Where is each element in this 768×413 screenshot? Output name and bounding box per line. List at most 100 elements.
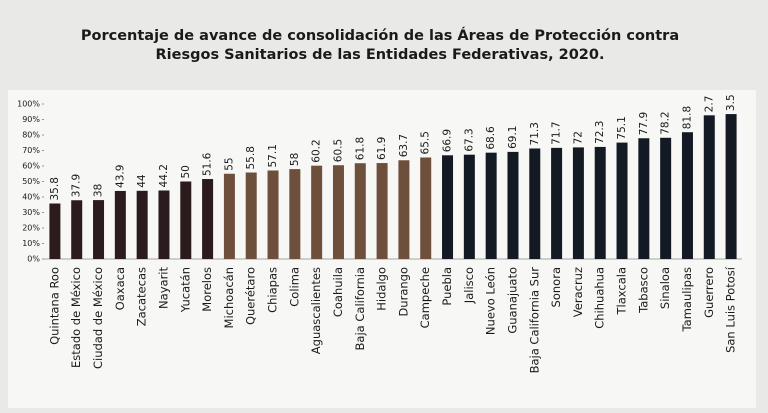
bar — [463, 154, 475, 259]
y-tick-label: 80% — [22, 131, 40, 140]
x-tick-label: Morelos — [200, 267, 214, 312]
value-label: 75.1 — [616, 116, 628, 139]
bar — [180, 181, 192, 259]
bar — [529, 148, 541, 259]
value-label: 2.7 — [703, 96, 715, 113]
bar — [332, 165, 344, 259]
bar — [223, 173, 235, 259]
bar — [398, 160, 410, 259]
y-tick-label: 10% — [22, 239, 40, 248]
bar — [725, 114, 737, 259]
value-label: 81.8 — [681, 106, 693, 129]
y-tick-label: 20% — [22, 224, 40, 233]
x-tick-label: Zacatecas — [135, 267, 149, 326]
bar — [354, 163, 366, 259]
value-label: 57.1 — [267, 144, 279, 167]
x-tick-label: Tlaxcala — [615, 267, 629, 315]
x-tick-label: Guerrero — [702, 267, 716, 318]
value-label: 60.2 — [311, 139, 323, 162]
value-label: 43.9 — [114, 165, 126, 188]
value-label: 35.8 — [49, 177, 61, 200]
value-label: 65.5 — [420, 131, 432, 154]
value-label: 63.7 — [398, 134, 410, 157]
x-tick-label: Puebla — [440, 267, 454, 306]
y-tick-label: 30% — [22, 208, 40, 217]
chart-title: Riesgos Sanitarios de las Entidades Fede… — [156, 47, 605, 63]
y-tick-label: 90% — [22, 115, 40, 124]
x-tick-label: Colima — [287, 267, 301, 307]
bar — [485, 152, 497, 259]
x-tick-label: San Luis Potosí — [724, 266, 738, 353]
x-tick-label: Michoacán — [222, 267, 236, 328]
y-tick-label: 60% — [22, 162, 40, 171]
x-tick-label: Ciudad de México — [91, 267, 105, 369]
x-tick-label: Guanajuato — [505, 267, 519, 334]
value-label: 77.9 — [638, 112, 650, 135]
x-tick-label: Quintana Roo — [47, 267, 61, 345]
x-tick-label: Baja California — [353, 267, 367, 350]
value-label: 78.2 — [660, 111, 672, 134]
bar — [158, 190, 170, 259]
x-tick-label: Jalisco — [462, 267, 476, 304]
bar — [594, 146, 606, 259]
x-tick-label: Chihuahua — [593, 267, 607, 329]
x-tick-label: Aguascalientes — [309, 267, 323, 354]
y-tick-label: 0% — [27, 255, 40, 264]
x-tick-label: Campeche — [418, 267, 432, 328]
value-label: 66.9 — [442, 129, 454, 152]
y-tick-label: 70% — [22, 146, 40, 155]
value-label: 55 — [223, 157, 235, 170]
x-tick-label: Durango — [396, 267, 410, 317]
x-tick-label: Veracruz — [571, 267, 585, 317]
x-tick-label: Tamaulipas — [680, 267, 694, 332]
value-label: 67.3 — [463, 128, 475, 151]
bar — [703, 115, 715, 259]
x-tick-label: Chiapas — [266, 267, 280, 313]
value-label: 38 — [93, 184, 105, 197]
value-label: 69.1 — [507, 126, 519, 149]
x-tick-label: Oaxaca — [113, 267, 127, 310]
x-tick-label: Sinaloa — [658, 267, 672, 309]
x-tick-label: Tabasco — [636, 267, 650, 314]
bar — [289, 169, 301, 259]
bar — [616, 142, 628, 259]
x-tick-label: Baja California Sur — [527, 267, 541, 374]
value-label: 37.9 — [71, 174, 83, 197]
bar — [245, 172, 257, 259]
value-label: 61.9 — [376, 137, 388, 160]
x-tick-label: Hidalgo — [375, 267, 389, 311]
value-label: 68.6 — [485, 126, 497, 150]
value-label: 58 — [289, 153, 301, 166]
x-tick-label: Coahuila — [331, 267, 345, 317]
bar — [136, 190, 148, 259]
bar — [572, 147, 584, 259]
bar — [376, 163, 388, 259]
bar — [551, 147, 563, 259]
value-label: 71.3 — [529, 122, 541, 145]
bar — [71, 200, 83, 259]
bar — [49, 203, 61, 259]
value-label: 44.2 — [158, 164, 170, 187]
bar — [507, 151, 519, 259]
bar — [420, 157, 432, 259]
x-tick-label: Nuevo León — [484, 267, 498, 335]
bar — [660, 137, 672, 259]
value-label: 55.8 — [245, 146, 257, 169]
y-tick-label: 40% — [22, 193, 40, 202]
bar — [681, 132, 693, 259]
x-tick-label: Estado de México — [69, 267, 83, 368]
value-label: 50 — [180, 165, 192, 178]
value-label: 60.5 — [332, 139, 344, 162]
bar — [114, 190, 126, 259]
value-label: 3.5 — [725, 94, 737, 111]
bar — [267, 170, 279, 259]
bar — [442, 155, 454, 259]
y-tick-label: 50% — [22, 177, 40, 186]
y-tick-label: 100% — [17, 100, 40, 109]
chart-title: Porcentaje de avance de consolidación de… — [81, 27, 679, 44]
value-label: 44 — [136, 174, 148, 188]
x-tick-label: Yucatán — [178, 267, 192, 313]
value-label: 72 — [572, 131, 584, 144]
value-label: 51.6 — [202, 152, 214, 176]
